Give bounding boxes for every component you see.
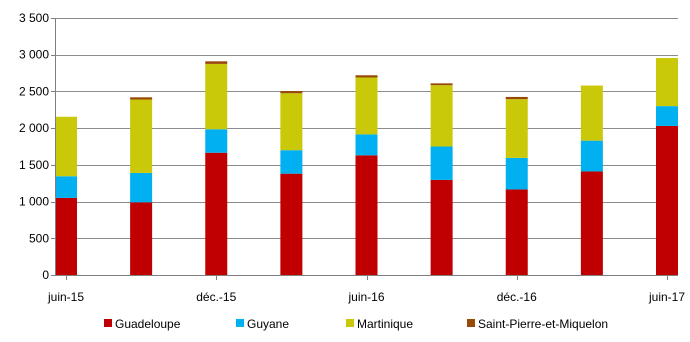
y-tick-label: 2 500 [19,84,49,98]
legend-swatch [236,319,244,327]
bar-segment [205,61,228,64]
bar-segment [55,116,77,177]
bar-segment [55,176,77,198]
bar-segment [355,155,378,275]
legend-label: Guadeloupe [115,317,181,331]
bar-segment [580,171,603,275]
bar-segment [355,77,378,135]
bar-segment [130,172,153,203]
x-tick-label: juin-15 [47,290,84,304]
x-tick-label: déc.-16 [497,290,537,304]
bar-segment [205,63,228,130]
bar-segment [505,96,528,100]
axes [51,18,678,280]
legend-item: Guyane [236,317,289,331]
x-tick-labels: juin-15 déc.-15 juin-16 déc.-16 juin-17 [47,290,685,304]
y-tick-label: 1 500 [19,158,49,172]
x-tick-label: juin-16 [347,290,384,304]
bars [55,58,678,275]
legend-label: Saint-Pierre-et-Miquelon [478,317,608,331]
bar-segment [430,146,453,180]
y-tick-label: 500 [29,231,49,245]
legend: Guadeloupe Guyane Martinique Saint-Pierre-e… [104,317,608,331]
legend-item: Guadeloupe [104,317,181,331]
y-tick-label: 0 [42,268,49,282]
bar-segment [430,83,453,86]
bar-segment [355,134,378,156]
legend-item: Martinique [346,317,413,331]
bar-segment [280,173,303,275]
bar-segment [280,150,303,174]
y-tick-labels: 0 500 1 000 1 500 2 000 2 500 3 000 3 500 [19,11,49,282]
bar-segment [430,85,453,147]
y-tick-label: 1 000 [19,195,49,209]
bar-segment [505,157,528,190]
legend-swatch [467,319,475,327]
bar-segment [656,58,678,107]
bar-segment [205,152,228,275]
y-tick-label: 3 000 [19,48,49,62]
bar-segment [656,125,678,275]
bar-segment [55,197,77,275]
x-tick-label: juin-17 [648,290,685,304]
legend-item: Saint-Pierre-et-Miquelon [467,317,608,331]
bar-segment [130,97,153,100]
y-tick-label: 2 000 [19,121,49,135]
bar-segment [505,189,528,275]
bar-segment [280,93,303,151]
y-tick-label: 3 500 [19,11,49,25]
legend-label: Guyane [247,317,289,331]
bar-segment [656,106,678,126]
x-tick-label: déc.-15 [196,290,236,304]
legend-swatch [346,319,354,327]
bar-segment [580,85,603,141]
bar-segment [130,202,153,275]
bar-segment [205,129,228,153]
bar-segment [505,99,528,158]
bar-segment [280,91,303,94]
bar-segment [430,179,453,275]
legend-label: Martinique [357,317,413,331]
bar-segment [355,75,378,78]
bar-segment [580,140,603,172]
legend-swatch [104,319,112,327]
bar-segment [130,99,153,173]
